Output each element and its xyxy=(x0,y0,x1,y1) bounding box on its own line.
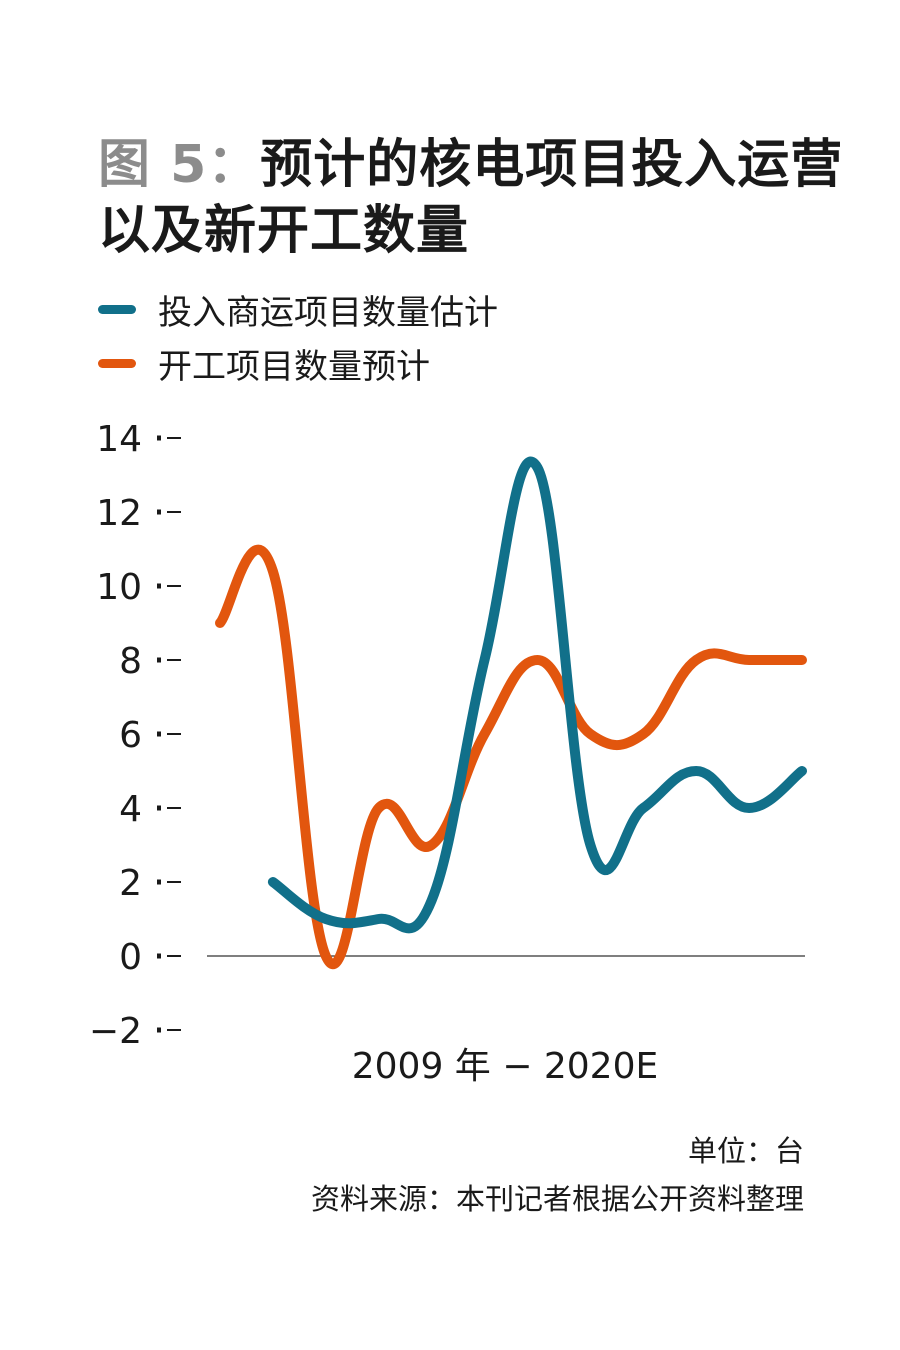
x-axis-label: 2009 年 − 2020E xyxy=(352,1046,658,1087)
legend-swatch-operating xyxy=(98,304,136,314)
y-tick-dot xyxy=(157,657,161,663)
y-tick-dot xyxy=(157,509,161,515)
y-tick-dot xyxy=(157,805,161,811)
y-tick-dot xyxy=(157,879,161,885)
legend-label-construction: 开工项目数量预计 xyxy=(158,346,430,387)
legend-item-construction: 开工项目数量预计 xyxy=(98,336,498,390)
y-tick-dot xyxy=(157,731,161,737)
y-tick-dot xyxy=(157,953,161,959)
y-tick-dot xyxy=(157,435,161,441)
y-tick-label: 10 xyxy=(96,567,142,608)
series-line-construction xyxy=(215,544,807,970)
y-tick-dot xyxy=(157,583,161,589)
legend-swatch-construction xyxy=(98,358,136,368)
source-note: 资料来源：本刊记者根据公开资料整理 xyxy=(310,1182,804,1216)
y-tick-label: −2 xyxy=(89,1011,142,1052)
chart-title: 图 5：预计的核电项目投入运营以及新开工数量 xyxy=(98,132,858,264)
y-tick-label: 0 xyxy=(119,937,142,978)
y-axis: 14 12 10 8 6 4 2 0 −2 xyxy=(89,419,181,1052)
y-tick-label: 4 xyxy=(119,789,142,830)
unit-note: 单位：台 xyxy=(687,1134,804,1168)
y-tick-label: 6 xyxy=(119,715,142,756)
legend-item-operating: 投入商运项目数量估计 xyxy=(98,282,498,336)
y-tick-label: 2 xyxy=(119,863,142,904)
title-text: 预计的核电项目投入运营以及新开工数量 xyxy=(98,135,844,261)
series-group xyxy=(215,456,807,970)
figure-label: 图 5： xyxy=(98,135,261,195)
legend-label-operating: 投入商运项目数量估计 xyxy=(158,292,498,333)
y-tick-label: 8 xyxy=(119,641,142,682)
y-tick-dot xyxy=(157,1027,161,1033)
y-tick-label: 14 xyxy=(96,419,142,460)
y-tick-label: 12 xyxy=(96,493,142,534)
series-line-operating xyxy=(267,456,807,934)
legend: 投入商运项目数量估计 开工项目数量预计 xyxy=(98,282,498,390)
